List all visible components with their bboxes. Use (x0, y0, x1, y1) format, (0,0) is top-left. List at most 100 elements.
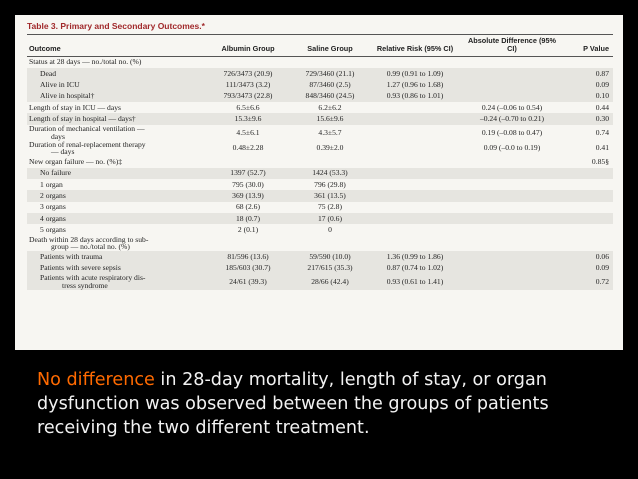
table-row: Patients with trauma 81/596 (13.6) 59/590 … (27, 251, 613, 263)
p-value-cell (563, 236, 613, 252)
p-value-cell: 0.44 (595, 102, 609, 112)
absolute-difference-cell (461, 236, 563, 252)
title-divider (27, 34, 613, 35)
column-header-p-value: P Value (563, 35, 613, 57)
albumin-cell: 0.48±2.28 (232, 143, 264, 153)
relative-risk-cell: 0.87 (0.74 to 1.02) (369, 262, 461, 275)
absolute-difference-cell (461, 179, 563, 190)
outcome-label: Patients with severe sepsis (40, 263, 121, 273)
absolute-difference-cell (461, 212, 563, 225)
table-row: Alive in ICU 111/3473 (3.2) 87/3460 (2.5) 1… (27, 79, 613, 91)
column-header-outcome: Outcome (27, 35, 205, 57)
p-value-cell (563, 202, 613, 213)
p-value-cell: 0.85§ (591, 157, 609, 167)
outcome-cell: Duration of renal-replacement therapy — d… (27, 139, 205, 157)
outcome-cell: Death within 28 days according to sub-gr… (27, 234, 205, 252)
p-value-cell (563, 179, 613, 190)
outcome-label: 3 organs (40, 202, 66, 212)
outcome-cell: No failure (27, 167, 205, 180)
p-value-cell: 0.74 (595, 127, 609, 137)
outcome-label: Duration of renal-replacement therapy (29, 139, 146, 149)
albumin-cell: 2 (0.1) (237, 224, 259, 234)
table-row: Death within 28 days according to sub-gr… (27, 234, 613, 252)
outcome-label: No failure (40, 168, 71, 178)
absolute-difference-cell (461, 56, 563, 68)
saline-cell: 0 (328, 224, 332, 234)
outcome-cell: New organ failure — no. (%)‡ (27, 156, 205, 167)
outcome-cell: 5 organs (27, 224, 205, 235)
relative-risk-cell (369, 56, 461, 68)
albumin-cell: 18 (0.7) (205, 212, 291, 225)
outcome-cell: Patients with trauma (27, 251, 205, 263)
p-value-cell (563, 56, 613, 68)
outcome-cell: 3 organs (27, 202, 205, 213)
saline-cell: 217/615 (35.3) (291, 262, 369, 275)
outcome-label: Patients with trauma (40, 252, 103, 262)
outcomes-table: Outcome Albumin Group Saline Group Relat… (27, 35, 613, 290)
albumin-cell (205, 56, 291, 68)
saline-cell: 0.39±2.0 (316, 143, 344, 153)
albumin-cell: 15.3±9.6 (205, 113, 291, 125)
absolute-difference-cell (461, 202, 563, 213)
albumin-cell: 4.5±6.1 (236, 127, 260, 137)
saline-cell: 17 (0.6) (291, 212, 369, 225)
table-row: Patients with severe sepsis 185/603 (30.7… (27, 262, 613, 275)
p-value-cell: 0.09 (563, 262, 613, 275)
table-row: Status at 28 days — no./total no. (%) (27, 56, 613, 68)
absolute-difference-cell (461, 167, 563, 180)
p-value-cell (563, 224, 613, 235)
outcome-label-continuation: — days (51, 147, 75, 157)
relative-risk-cell (369, 236, 461, 252)
table-title: Table 3. Primary and Secondary Outcomes.… (27, 21, 205, 31)
outcome-label: Death within 28 days according to sub- (29, 234, 149, 244)
outcome-label: New organ failure — no. (%)‡ (29, 157, 123, 167)
table-row: 2 organs 369 (13.9) 361 (13.5) (27, 190, 613, 202)
relative-risk-cell (369, 202, 461, 213)
outcome-cell: 4 organs (27, 212, 205, 225)
relative-risk-cell (369, 224, 461, 235)
absolute-difference-cell (461, 274, 563, 290)
albumin-cell: 726/3473 (20.9) (205, 68, 291, 80)
albumin-cell: 6.5±6.6 (236, 102, 260, 112)
table-row: Duration of mechanical ventilation — days… (27, 123, 613, 141)
albumin-cell: 68 (2.6) (235, 202, 261, 212)
column-header-albumin: Albumin Group (205, 35, 291, 57)
absolute-difference-cell (461, 190, 563, 202)
albumin-cell: 795 (30.0) (232, 179, 264, 189)
saline-cell: 6.2±6.2 (318, 102, 342, 112)
p-value-cell (563, 167, 613, 180)
outcome-label: Status at 28 days — no./total no. (%) (29, 57, 142, 67)
albumin-cell: 185/603 (30.7) (205, 262, 291, 275)
absolute-difference-cell (461, 90, 563, 102)
outcome-label: 2 organs (40, 190, 66, 200)
relative-risk-cell (369, 156, 461, 167)
column-header-relative-risk: Relative Risk (95% CI) (369, 35, 461, 57)
absolute-difference-cell: 0.24 (–0.06 to 0.54) (481, 102, 543, 112)
albumin-cell (205, 156, 291, 167)
p-value-cell: 0.87 (563, 68, 613, 80)
caption-text: in 28-day mortality, length of stay, or … (37, 370, 549, 438)
outcome-label: 1 organ (40, 179, 63, 189)
saline-cell: 15.6±9.6 (291, 113, 369, 125)
relative-risk-cell (369, 113, 461, 125)
outcome-label-continuation: days (51, 131, 65, 141)
outcomes-table-image: Table 3. Primary and Secondary Outcomes.… (15, 15, 623, 350)
table-row: 5 organs 2 (0.1) 0 (27, 224, 613, 235)
outcome-label: Duration of mechanical ventilation — (29, 123, 145, 133)
outcome-label: Alive in ICU (40, 80, 80, 90)
albumin-cell: 24/61 (39.3) (205, 274, 291, 290)
absolute-difference-cell: 0.19 (–0.08 to 0.47) (481, 127, 543, 137)
saline-cell (291, 156, 369, 167)
table-row: Dead 726/3473 (20.9) 729/3460 (21.1) 0.99 (… (27, 68, 613, 80)
table-row: No failure 1397 (52.7) 1424 (53.3) (27, 167, 613, 180)
absolute-difference-cell (461, 224, 563, 235)
saline-cell: 4.3±5.7 (318, 127, 342, 137)
relative-risk-cell: 0.93 (0.86 to 1.01) (369, 90, 461, 102)
p-value-cell (563, 190, 613, 202)
saline-cell: 28/66 (42.4) (291, 274, 369, 290)
outcome-cell: Status at 28 days — no./total no. (%) (27, 56, 205, 68)
outcome-cell: 1 organ (27, 179, 205, 190)
relative-risk-cell: 0.93 (0.61 to 1.41) (369, 274, 461, 290)
saline-cell: 729/3460 (21.1) (291, 68, 369, 80)
relative-risk-cell (369, 190, 461, 202)
